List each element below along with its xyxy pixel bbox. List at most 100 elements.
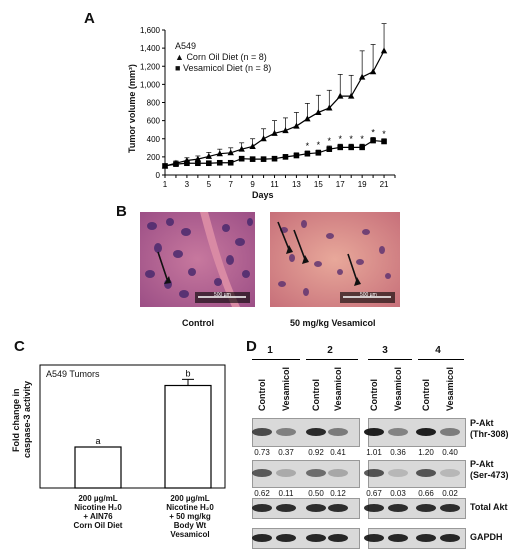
x-tick-label: 17 bbox=[336, 180, 345, 189]
data-point-vesamicol bbox=[184, 160, 190, 167]
thr308-value: 0.36 bbox=[390, 448, 406, 457]
y-tick-label: 1,200 bbox=[140, 62, 161, 71]
blot-band bbox=[276, 427, 296, 436]
panel-a-cell-line: A549 bbox=[175, 41, 197, 51]
blot-band bbox=[364, 469, 384, 477]
panel-d-letter: D bbox=[246, 338, 257, 355]
blot-band bbox=[306, 503, 326, 512]
data-point-vesamicol bbox=[381, 138, 387, 145]
panel-b-letter: B bbox=[116, 203, 127, 220]
plot-frame bbox=[39, 364, 226, 489]
lane-label: Control bbox=[369, 379, 379, 411]
data-point-corn-oil bbox=[304, 115, 311, 122]
blot-band bbox=[364, 427, 384, 436]
y-tick-label: 1,400 bbox=[140, 44, 161, 53]
blot-band bbox=[328, 469, 348, 477]
cat1-line: + AIN76 bbox=[83, 512, 113, 521]
lane-label: Control bbox=[257, 379, 267, 411]
thr308-value: 0.41 bbox=[330, 448, 346, 457]
blot-band bbox=[306, 533, 326, 542]
y-tick-label: 200 bbox=[147, 153, 161, 162]
scalebar-text-control: 500 µm bbox=[214, 292, 231, 298]
ser473-value: 0.66 bbox=[418, 489, 434, 498]
data-point-vesamicol bbox=[162, 163, 168, 169]
panel-c-letter: C bbox=[14, 338, 25, 355]
x-tick-label: 5 bbox=[207, 180, 212, 189]
row-label-line: (Ser-473) bbox=[470, 470, 509, 480]
data-point-vesamicol bbox=[271, 155, 278, 162]
blot-band bbox=[416, 533, 436, 542]
histology-label-vesamicol: 50 mg/kg Vesamicol bbox=[290, 318, 376, 328]
y-tick-label: 1,600 bbox=[140, 26, 161, 35]
cat1-line: 200 µg/mL bbox=[78, 494, 118, 503]
blot-band bbox=[388, 469, 408, 477]
blot-group-number: 1 bbox=[267, 345, 273, 356]
blot-band bbox=[440, 503, 460, 512]
panel-c-title: A549 Tumors bbox=[46, 369, 100, 379]
row-label-line: (Thr-308) bbox=[470, 429, 509, 439]
lane-label: Vesamicol bbox=[393, 366, 403, 411]
data-point-corn-oil bbox=[271, 129, 278, 136]
lane-label: Vesamicol bbox=[281, 366, 291, 411]
legend-corn-oil: ▲ Corn Oil Diet (n = 8) bbox=[175, 52, 267, 62]
data-point-vesamicol bbox=[173, 161, 179, 167]
data-point-corn-oil bbox=[380, 47, 388, 54]
blot-band bbox=[388, 503, 408, 512]
blot-band bbox=[440, 533, 460, 542]
thr308-value: 0.40 bbox=[442, 448, 458, 457]
data-point-corn-oil bbox=[358, 73, 366, 80]
bar-category-1: 200 µg/mL Nicotine H₂0 + AIN76 Corn Oil … bbox=[48, 494, 148, 530]
cat2-line: + 50 mg/kg bbox=[169, 512, 211, 521]
cat1-line: Nicotine H₂0 bbox=[74, 503, 122, 512]
blot-group-number: 4 bbox=[435, 345, 441, 356]
blot-band bbox=[276, 533, 296, 542]
data-point-corn-oil bbox=[238, 145, 245, 152]
blot-group-number: 3 bbox=[382, 345, 388, 356]
legend-vesamicol-label: Vesamicol Diet (n = 8) bbox=[182, 63, 272, 73]
thr308-value: 1.01 bbox=[366, 448, 382, 457]
bar-category-2: 200 µg/mL Nicotine H₂0 + 50 mg/kg Body W… bbox=[140, 494, 240, 539]
row-label-ser473: P-Akt (Ser-473) bbox=[470, 459, 509, 481]
blot-band bbox=[364, 503, 384, 512]
data-point-corn-oil bbox=[315, 108, 322, 115]
row-label-line: P-Akt bbox=[470, 418, 494, 428]
lane-label: Vesamicol bbox=[333, 366, 343, 411]
blot-band bbox=[416, 427, 436, 436]
blot-band bbox=[388, 427, 408, 436]
blot-band bbox=[416, 469, 436, 477]
significance-asterisk: * bbox=[371, 127, 375, 137]
lane-label: Control bbox=[421, 379, 431, 411]
blot-band bbox=[328, 427, 348, 436]
data-point-vesamicol bbox=[249, 156, 256, 162]
x-tick-label: 15 bbox=[314, 180, 323, 189]
blot-band bbox=[328, 533, 348, 542]
data-point-vesamicol bbox=[348, 144, 354, 151]
blot-band bbox=[306, 427, 326, 436]
data-point-corn-oil bbox=[326, 104, 333, 111]
data-point-vesamicol bbox=[326, 146, 333, 152]
lane-label: Control bbox=[311, 379, 321, 411]
ser473-value: 0.11 bbox=[278, 489, 294, 498]
significance-asterisk: * bbox=[349, 134, 353, 144]
blot-group-number: 2 bbox=[327, 345, 333, 356]
significance-asterisk: * bbox=[360, 134, 364, 144]
histology-label-control: Control bbox=[182, 318, 214, 328]
histology-control-image bbox=[140, 212, 255, 307]
blot-band bbox=[306, 469, 326, 477]
data-point-corn-oil bbox=[347, 92, 355, 99]
row-label-line: P-Akt bbox=[470, 459, 494, 469]
blot-band bbox=[252, 427, 272, 436]
x-tick-label: 19 bbox=[358, 180, 367, 189]
data-point-corn-oil bbox=[369, 68, 377, 75]
bar-1 bbox=[74, 446, 122, 489]
y-tick-label: 800 bbox=[147, 99, 161, 108]
significance-asterisk: * bbox=[382, 129, 386, 139]
significance-asterisk: * bbox=[306, 141, 310, 151]
blot-band bbox=[388, 533, 408, 542]
data-point-corn-oil bbox=[205, 152, 213, 159]
blot-band bbox=[276, 503, 296, 512]
blot-band bbox=[328, 503, 348, 512]
cat1-line: Corn Oil Diet bbox=[73, 521, 123, 530]
significance-asterisk: * bbox=[317, 140, 321, 150]
data-point-vesamicol bbox=[293, 152, 300, 159]
